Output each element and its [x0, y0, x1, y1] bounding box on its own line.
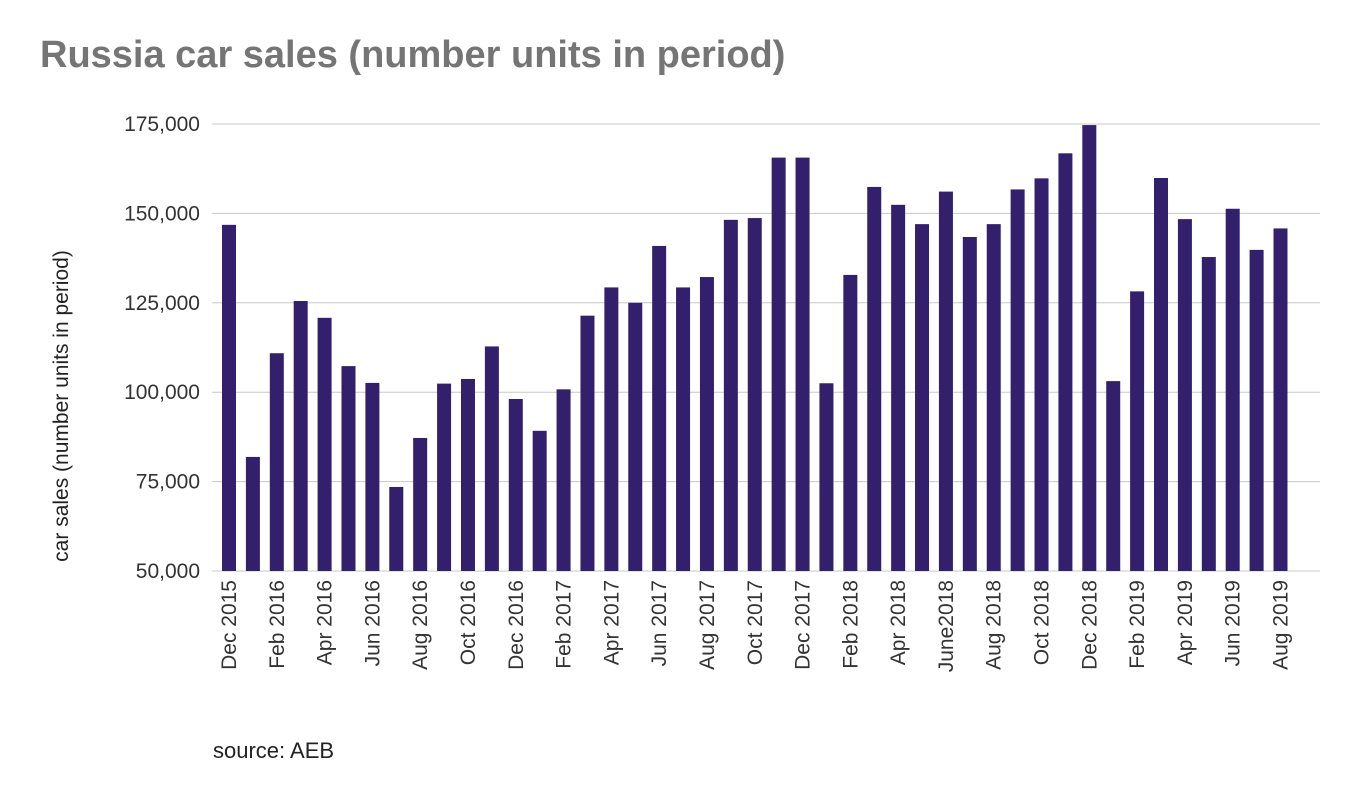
bar [1177, 219, 1192, 571]
bar [867, 186, 882, 571]
bar [1010, 189, 1025, 571]
x-tick-label: Aug 2016 [409, 580, 432, 670]
bar [1106, 381, 1121, 571]
bar [341, 366, 356, 571]
x-tick-label: Apr 2019 [1174, 580, 1197, 665]
bar [556, 389, 571, 571]
x-tick-label: Jun 2017 [648, 580, 671, 666]
bar [413, 437, 428, 571]
x-tick-label: Aug 2018 [983, 580, 1006, 670]
bar [628, 302, 643, 571]
bar [365, 382, 380, 571]
x-tick-label: Apr 2018 [887, 580, 910, 665]
bar [484, 346, 499, 571]
x-tick-label: Feb 2019 [1126, 580, 1149, 669]
bar [222, 224, 236, 571]
bar [986, 224, 1001, 571]
y-tick-label: 100,000 [124, 381, 200, 404]
bar [580, 315, 595, 571]
bar [771, 157, 786, 572]
y-tick-label: 50,000 [136, 560, 200, 583]
bar [1082, 125, 1097, 571]
bar [1273, 228, 1288, 572]
bar [269, 353, 284, 571]
bar [747, 218, 762, 572]
bar [389, 486, 404, 571]
bar [317, 317, 332, 571]
chart-title: Russia car sales (number units in period… [40, 34, 786, 76]
x-tick-label: June2018 [935, 580, 958, 672]
x-tick-label: Dec 2016 [505, 580, 528, 670]
bar [1225, 208, 1240, 571]
x-tick-label: Aug 2017 [696, 580, 719, 670]
y-tick-label: 150,000 [124, 202, 200, 225]
bar [437, 383, 452, 571]
x-axis-ticks: Dec 2015 Feb 2016 Apr 2016 Jun 2016 Aug 2016… [218, 580, 1293, 672]
bar [1034, 178, 1049, 572]
x-tick-label: Oct 2018 [1031, 580, 1054, 665]
x-tick-label: Aug 2019 [1270, 580, 1293, 670]
bar [962, 237, 977, 571]
x-tick-label: Feb 2016 [266, 580, 289, 669]
bar [1130, 291, 1145, 571]
bar [1201, 257, 1216, 571]
x-tick-label: Dec 2018 [1078, 580, 1101, 670]
x-tick-label: Feb 2017 [553, 580, 576, 669]
y-axis-label: car sales (number units in period) [50, 250, 73, 562]
bar [652, 245, 667, 571]
bar [293, 301, 308, 571]
bar [676, 287, 691, 571]
x-tick-label: Apr 2017 [600, 580, 623, 665]
bar [1154, 178, 1169, 571]
x-tick-label: Jun 2016 [361, 580, 384, 666]
bar [1249, 249, 1264, 571]
bar [604, 287, 619, 571]
x-tick-label: Dec 2015 [218, 580, 241, 670]
bar [723, 219, 738, 571]
bar [938, 191, 953, 571]
y-tick-label: 175,000 [124, 113, 200, 136]
x-tick-label: Dec 2017 [792, 580, 815, 670]
bar [891, 204, 906, 571]
x-tick-label: Oct 2017 [744, 580, 767, 665]
y-tick-label: 125,000 [124, 292, 200, 315]
bar [508, 398, 523, 571]
x-tick-label: Apr 2016 [314, 580, 337, 665]
bar [532, 430, 547, 571]
bar [915, 224, 930, 571]
bar [843, 274, 858, 571]
y-axis-ticks: 50,000 75,000 100,000 125,000 150,000 175,000 [124, 113, 200, 583]
bar [245, 456, 260, 571]
y-tick-label: 75,000 [136, 471, 200, 494]
x-tick-label: Feb 2018 [839, 580, 862, 669]
x-tick-label: Jun 2019 [1222, 580, 1245, 666]
bar [699, 277, 714, 571]
bar [795, 157, 810, 572]
bar [460, 378, 475, 571]
bar [1058, 153, 1073, 571]
bars [222, 125, 1288, 572]
bar [819, 383, 834, 571]
source-note: source: AEB [213, 738, 335, 763]
x-tick-label: Oct 2016 [457, 580, 480, 665]
